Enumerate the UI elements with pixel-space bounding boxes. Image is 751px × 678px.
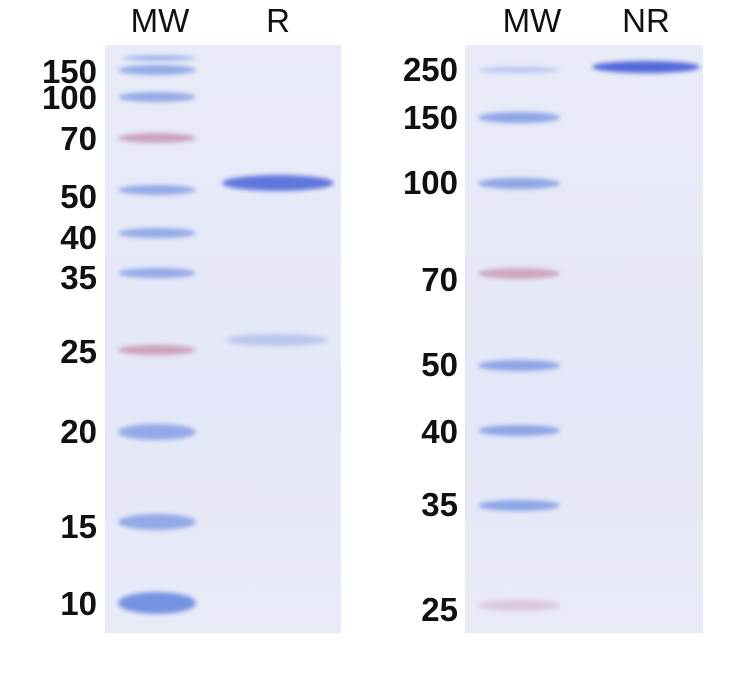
right-gel [465, 45, 703, 633]
ladder-band [478, 359, 560, 371]
marker-label-right: 50 [421, 346, 458, 383]
lane-title-mw-right: MW [502, 2, 562, 39]
marker-label-right: 70 [421, 261, 458, 298]
marker-label-left: 20 [60, 413, 97, 450]
marker-label-left: 10 [60, 585, 97, 622]
ladder-band [118, 424, 196, 440]
marker-label-right: 25 [421, 591, 458, 628]
marker-label-left: 70 [60, 120, 97, 157]
marker-label-left: 35 [60, 259, 97, 296]
ladder-band [478, 177, 560, 189]
sample-band-light-chain [226, 334, 328, 346]
ladder-band [118, 92, 196, 102]
marker-label-left: 25 [60, 333, 97, 370]
sample-band-intact [592, 61, 700, 73]
ladder-band [118, 228, 196, 238]
lane-title-mw-left: MW [130, 2, 190, 39]
ladder-band [478, 67, 560, 73]
lane-title-r: R [266, 2, 290, 39]
marker-label-left: 15 [60, 508, 97, 545]
ladder-band [478, 599, 560, 611]
ladder-band [122, 56, 196, 60]
ladder-band [478, 267, 560, 279]
lane-title-nr: NR [622, 2, 670, 39]
ladder-band [118, 268, 196, 278]
marker-label-left: 40 [60, 219, 97, 256]
ladder-band [118, 185, 196, 195]
marker-label-right: 100 [402, 164, 458, 201]
marker-label-right: 250 [402, 51, 458, 88]
marker-label-left: 50 [60, 178, 97, 215]
ladder-band [478, 424, 560, 436]
ladder-band [118, 65, 196, 75]
ladder-band [478, 111, 560, 123]
ladder-band [118, 592, 196, 614]
ladder-band [478, 499, 560, 511]
marker-label-right: 40 [421, 413, 458, 450]
sample-band-heavy-chain [222, 175, 334, 191]
marker-label-right: 150 [402, 99, 458, 136]
marker-label-left: 150 [41, 53, 97, 90]
marker-label-left: 100 [41, 79, 97, 116]
ladder-band [118, 514, 196, 530]
ladder-band [118, 345, 196, 355]
ladder-band [118, 133, 196, 143]
marker-label-right: 35 [421, 486, 458, 523]
